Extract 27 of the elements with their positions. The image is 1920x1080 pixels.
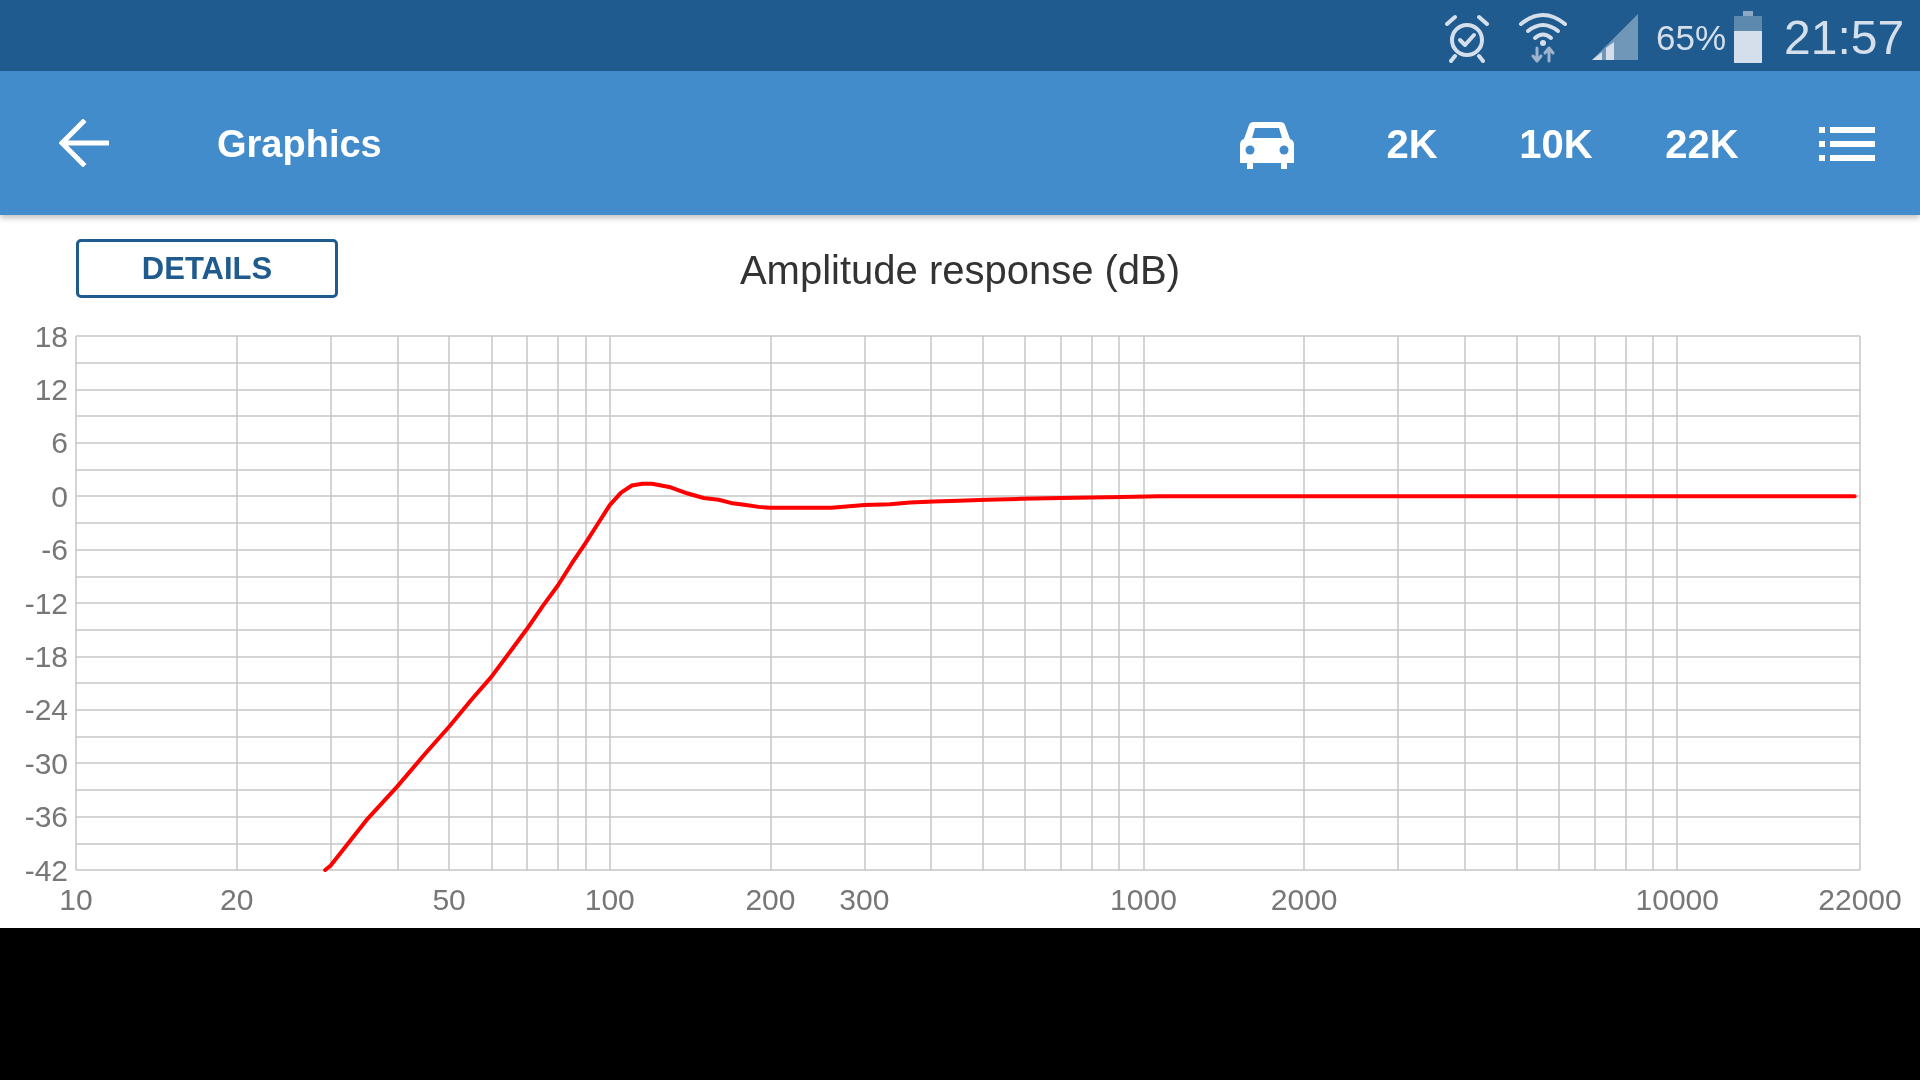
- x-tick-label: 2000: [1270, 882, 1338, 916]
- text: 65%: [1656, 17, 1727, 59]
- x-tick-label: 50: [432, 882, 466, 916]
- x-tick-label: 1000: [1110, 882, 1177, 916]
- text: 21:57: [1784, 11, 1905, 64]
- x-tick-label: 20: [219, 882, 254, 916]
- y-tick-label: 6: [51, 426, 68, 460]
- text: 10K: [1519, 121, 1593, 167]
- x-tick-label: 22000: [1818, 882, 1902, 916]
- y-tick-label: -36: [24, 800, 68, 834]
- details-button: DETAILS: [76, 239, 338, 298]
- y-tick-label: -12: [24, 586, 68, 620]
- y-tick-label: -6: [41, 533, 68, 567]
- y-tick-label: 0: [51, 479, 68, 513]
- x-tick-label: 10000: [1635, 882, 1719, 916]
- x-tick-label: 300: [839, 882, 890, 916]
- y-tick-label: -30: [24, 746, 68, 780]
- text: 2K: [1386, 121, 1438, 167]
- y-tick-label: 12: [34, 372, 68, 406]
- text: Graphics: [217, 122, 382, 167]
- y-tick-label: -24: [24, 693, 68, 727]
- x-tick-label: 200: [745, 882, 796, 916]
- chart-title: Amplitude response (dB): [739, 248, 1181, 292]
- x-tick-label: 100: [584, 882, 635, 916]
- text: 22K: [1665, 121, 1739, 167]
- y-tick-label: 18: [34, 319, 68, 353]
- y-tick-label: -18: [24, 639, 68, 673]
